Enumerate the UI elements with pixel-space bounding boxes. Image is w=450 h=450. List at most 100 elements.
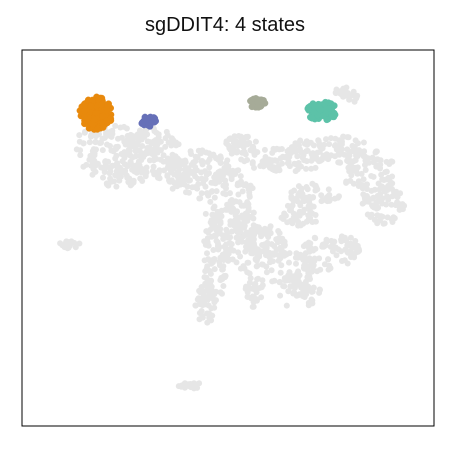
background-point — [369, 154, 376, 161]
background-point — [326, 192, 333, 198]
background-point — [65, 244, 72, 251]
background-point — [340, 133, 347, 140]
background-point — [347, 241, 354, 247]
background-point — [220, 283, 227, 289]
background-point — [356, 147, 363, 154]
background-point — [144, 138, 151, 145]
background-point — [383, 158, 390, 165]
background-point — [175, 383, 182, 390]
background-point — [150, 163, 157, 170]
background-point — [202, 268, 209, 275]
background-point — [302, 285, 309, 292]
background-point — [204, 263, 211, 270]
background-point — [110, 148, 117, 155]
background-point — [283, 302, 290, 309]
background-point — [154, 149, 161, 156]
background-point — [264, 250, 271, 256]
background-point — [396, 205, 403, 212]
background-point — [287, 217, 294, 224]
background-point — [301, 252, 308, 259]
background-point — [354, 170, 361, 177]
state-point — [150, 114, 158, 122]
plot-frame — [21, 49, 435, 427]
background-point — [344, 156, 351, 163]
background-point — [309, 264, 316, 271]
background-point — [278, 146, 285, 152]
background-point — [296, 142, 302, 149]
background-point — [219, 290, 225, 297]
background-point — [224, 206, 230, 213]
background-point — [129, 143, 136, 150]
background-point — [305, 263, 312, 270]
background-point — [86, 156, 93, 163]
background-point — [80, 140, 87, 147]
state-point — [104, 101, 112, 108]
background-point — [124, 132, 131, 139]
background-point — [239, 149, 246, 156]
background-point — [235, 249, 242, 256]
background-point — [377, 157, 384, 164]
background-point — [183, 189, 189, 196]
background-point — [76, 132, 83, 139]
chart-title: sgDDIT4: 4 states — [144, 14, 306, 36]
background-point — [267, 229, 274, 236]
background-point — [114, 168, 121, 175]
background-point — [207, 198, 214, 205]
background-point — [292, 147, 299, 153]
background-point — [136, 152, 143, 159]
background-point — [144, 145, 151, 151]
background-point — [155, 134, 162, 141]
background-point — [103, 130, 109, 137]
background-point — [174, 183, 181, 190]
background-point — [336, 151, 343, 158]
background-point — [203, 149, 210, 156]
background-point — [303, 158, 310, 165]
background-point — [238, 156, 245, 163]
background-point — [235, 133, 242, 139]
background-point — [207, 226, 214, 233]
background-point — [370, 194, 377, 201]
background-point — [216, 244, 223, 250]
background-point — [281, 154, 288, 161]
state-clusters — [76, 93, 339, 133]
background-point — [270, 251, 277, 258]
background-point — [136, 147, 143, 154]
background-point — [206, 170, 212, 177]
background-point — [212, 216, 219, 223]
background-point — [335, 159, 342, 166]
background-point — [212, 233, 219, 240]
background-point — [98, 139, 104, 146]
background-point — [347, 234, 354, 241]
background-point — [383, 176, 390, 183]
background-point — [93, 146, 99, 153]
background-point — [235, 191, 242, 198]
background-point — [318, 198, 325, 205]
state-cluster-2 — [138, 113, 160, 130]
background-point — [220, 236, 227, 242]
background-point — [204, 191, 211, 197]
background-point — [160, 158, 167, 165]
background-point — [237, 142, 244, 148]
background-point — [358, 170, 365, 177]
background-point — [360, 191, 367, 198]
state-point — [316, 106, 324, 114]
background-point — [209, 188, 216, 195]
background-point — [277, 269, 284, 276]
background-point — [284, 160, 291, 167]
state-point — [90, 115, 98, 123]
background-point — [309, 288, 316, 295]
background-point — [250, 215, 257, 222]
state-point — [81, 120, 88, 128]
background-point — [359, 200, 366, 207]
background-point — [181, 384, 188, 391]
background-point — [353, 95, 360, 102]
background-point — [344, 146, 351, 153]
background-point — [214, 208, 221, 215]
background-point — [250, 303, 257, 310]
background-point — [351, 254, 358, 261]
background-point — [289, 277, 296, 283]
background-point — [210, 290, 216, 297]
state-point — [98, 101, 105, 109]
background-point — [304, 186, 311, 193]
background-point — [250, 209, 257, 216]
